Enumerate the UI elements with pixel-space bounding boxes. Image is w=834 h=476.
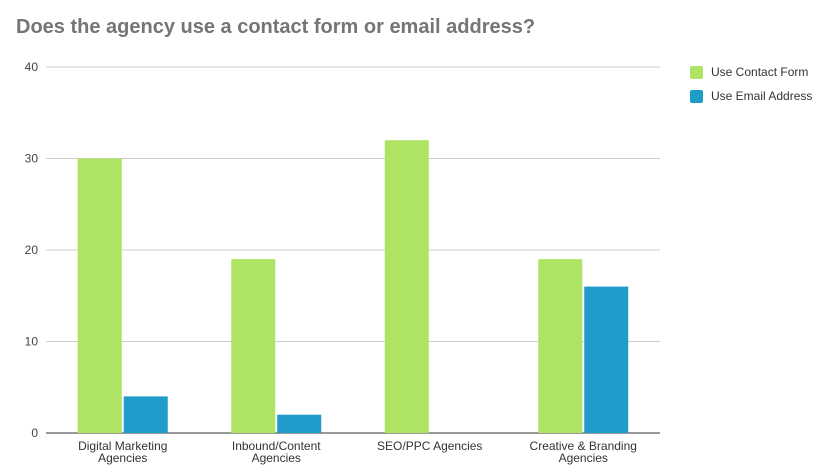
legend-swatch-contact-form [690, 65, 703, 79]
y-tick-label: 40 [25, 60, 39, 74]
y-tick-label: 10 [25, 335, 39, 349]
x-category-label: Creative & Branding [530, 439, 637, 453]
x-axis-category-labels: Digital MarketingAgenciesInbound/Content… [78, 439, 637, 465]
bars [77, 140, 629, 433]
x-category-label: SEO/PPC Agencies [377, 439, 482, 453]
x-category-label: Inbound/Content [232, 439, 321, 453]
bar-contact-form [231, 259, 276, 433]
legend-swatch-email-address [690, 89, 703, 103]
x-category-label: Agencies [559, 451, 608, 465]
x-category-label: Agencies [252, 451, 301, 465]
x-category-label: Agencies [98, 451, 147, 465]
y-tick-label: 0 [31, 426, 38, 440]
bar-contact-form [384, 140, 429, 433]
legend-label-contact-form: Use Contact Form [711, 65, 809, 79]
y-axis-tick-labels: 0 10 20 30 40 [25, 60, 39, 440]
y-tick-label: 20 [25, 243, 39, 257]
y-tick-label: 30 [25, 152, 39, 166]
bar-email-address [584, 286, 629, 433]
legend-label-email-address: Use Email Address [711, 89, 813, 103]
legend-item-email-address[interactable]: Use Email Address [690, 84, 812, 108]
chart-title: Does the agency use a contact form or em… [16, 16, 536, 38]
bar-contact-form [77, 158, 122, 433]
x-category-label: Digital Marketing [78, 439, 167, 453]
legend-item-contact-form[interactable]: Use Contact Form [690, 60, 812, 84]
bar-email-address [277, 414, 322, 433]
legend: Use Contact Form Use Email Address [690, 60, 812, 108]
bar-email-address [123, 396, 168, 433]
bar-contact-form [538, 259, 583, 433]
